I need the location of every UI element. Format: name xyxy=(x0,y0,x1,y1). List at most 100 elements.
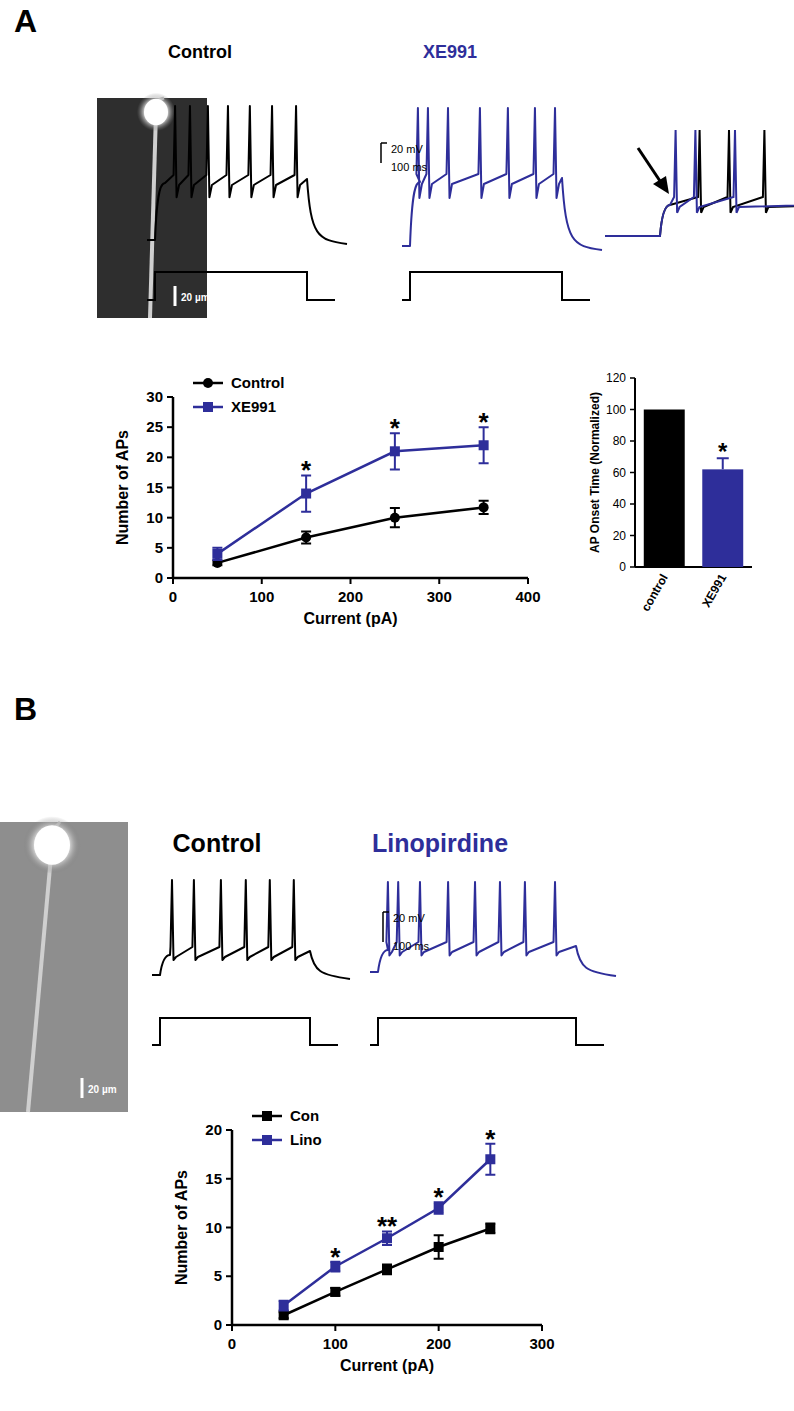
x-tick-label: 200 xyxy=(426,1335,451,1352)
point xyxy=(390,513,400,523)
error-bar xyxy=(479,501,489,514)
bar-chart: 020406080100120AP Onset Time (Normalized… xyxy=(588,371,752,614)
y-tick-label: 60 xyxy=(613,466,627,480)
x-tick-label: 0 xyxy=(228,1335,236,1352)
legend-label: Lino xyxy=(290,1131,322,1148)
y-tick-label: 5 xyxy=(155,539,163,556)
y-tick xyxy=(167,487,173,489)
x-tick-label: 100 xyxy=(249,588,274,605)
panel-label: B xyxy=(14,691,37,727)
bar xyxy=(644,410,685,568)
y-tick-label: 10 xyxy=(146,509,163,526)
y-tick-label: 30 xyxy=(146,388,163,405)
point xyxy=(279,1301,289,1311)
point xyxy=(301,489,311,499)
y-tick xyxy=(630,535,635,537)
x-tick xyxy=(438,1325,440,1331)
y-axis-label: Number of APs xyxy=(173,1170,190,1285)
y-tick-label: 5 xyxy=(214,1267,222,1284)
y-tick-label: 0 xyxy=(214,1316,222,1333)
point xyxy=(434,1242,444,1252)
series-line xyxy=(217,507,483,563)
y-tick-label: 25 xyxy=(146,418,163,435)
x-axis-label: Current (pA) xyxy=(340,1357,434,1374)
x-axis-label: Current (pA) xyxy=(303,610,397,627)
series-line xyxy=(284,1159,491,1305)
current-step xyxy=(152,1018,338,1045)
marks xyxy=(644,410,743,568)
trace-label: Control xyxy=(173,829,262,857)
series-line xyxy=(217,445,483,554)
current-step xyxy=(370,1018,604,1045)
legend-label: XE991 xyxy=(231,398,276,415)
y-tick xyxy=(226,1227,232,1229)
soma xyxy=(34,825,70,865)
y-tick xyxy=(167,426,173,428)
y-tick xyxy=(167,517,173,519)
point xyxy=(479,440,489,450)
current-step xyxy=(147,272,335,300)
significance-star: * xyxy=(390,413,401,443)
significance-star: ** xyxy=(377,1211,398,1241)
trace-group: Control xyxy=(147,42,347,300)
y-tick xyxy=(630,409,635,411)
y-tick-label: 10 xyxy=(205,1219,222,1236)
x-tick-label: 300 xyxy=(529,1335,554,1352)
point xyxy=(382,1264,392,1274)
point xyxy=(330,1287,340,1297)
marks xyxy=(212,427,488,568)
soma-glow xyxy=(23,816,81,874)
legend-label: Con xyxy=(290,1107,319,1124)
axes: 010020030005101520 xyxy=(205,1121,554,1352)
image-scale-bar xyxy=(174,286,177,306)
y-tick-label: 120 xyxy=(606,371,626,385)
y-tick-label: 20 xyxy=(205,1121,222,1138)
voltage-trace xyxy=(152,880,350,979)
inset-arrow xyxy=(638,148,669,194)
error-bar xyxy=(382,1265,392,1275)
figure: A20 µmControlXE99120 mV100 ms01002003004… xyxy=(0,0,794,1411)
legend-label: Control xyxy=(231,374,284,391)
y-tick-label: 20 xyxy=(613,529,627,543)
voltage-trace xyxy=(402,108,602,250)
error-bar xyxy=(485,1224,495,1234)
error-bar xyxy=(434,1235,444,1258)
significance-star: * xyxy=(479,407,490,437)
y-tick xyxy=(630,377,635,379)
y-axis-label: Number of APs xyxy=(114,430,131,545)
category-label: XE991 xyxy=(699,571,729,609)
x-axis xyxy=(232,1324,542,1327)
x-tick xyxy=(334,1325,336,1331)
y-tick-label: 40 xyxy=(613,497,627,511)
arrow-head xyxy=(653,176,669,194)
category-label: control xyxy=(638,572,670,614)
y-tick-label: 15 xyxy=(146,479,163,496)
y-tick xyxy=(226,1129,232,1131)
point xyxy=(485,1154,495,1164)
error-bar xyxy=(279,1301,289,1311)
dendrite xyxy=(28,845,52,1112)
x-tick-label: 400 xyxy=(515,588,540,605)
point xyxy=(279,1310,289,1320)
y-tick xyxy=(167,577,173,579)
significance-star: * xyxy=(301,455,312,485)
scale-bar-voltage: 20 mV xyxy=(393,912,425,924)
y-tick xyxy=(630,440,635,442)
x-tick xyxy=(541,1325,543,1331)
y-tick xyxy=(630,472,635,474)
image-scale-label: 20 µm xyxy=(181,292,210,303)
x-tick-label: 0 xyxy=(169,588,177,605)
significance-star: * xyxy=(434,1182,445,1212)
scale-bar: 20 mV100 ms xyxy=(383,912,430,952)
trace-label: Linopirdine xyxy=(372,829,508,857)
soma xyxy=(144,99,168,125)
voltage-trace xyxy=(370,882,616,976)
series-line xyxy=(284,1228,491,1315)
scale-bar-line xyxy=(383,912,389,942)
neuron-image: 20 µm xyxy=(0,816,128,1112)
y-tick-label: 80 xyxy=(613,434,627,448)
marks xyxy=(279,1144,496,1321)
legend: Con Lino xyxy=(252,1107,322,1148)
y-tick-label: 0 xyxy=(155,569,163,586)
legend-marker xyxy=(262,1135,272,1145)
